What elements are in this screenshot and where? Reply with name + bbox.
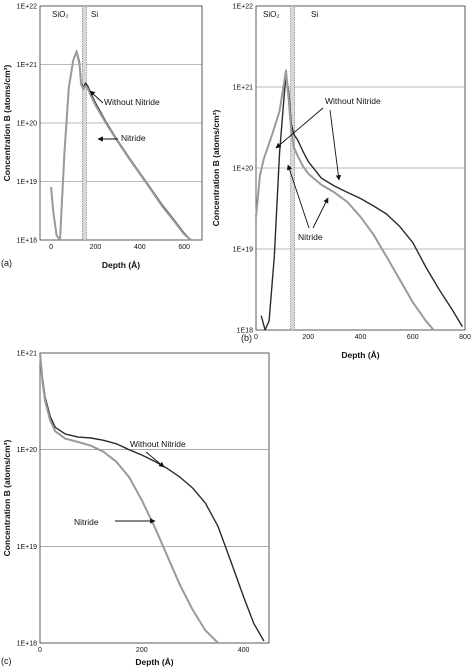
x-tick-label: 400 xyxy=(134,244,146,251)
annotation-nitride: Nitride xyxy=(298,232,323,242)
y-tick-label: 1E+22 xyxy=(233,4,254,11)
x-tick-label: 400 xyxy=(355,334,367,341)
x-tick-label: 200 xyxy=(90,244,102,251)
y-tick-label: 1E+20 xyxy=(233,166,254,173)
region-label-sio2: SiO₂ xyxy=(263,10,279,19)
y-tick-label: 1E+19 xyxy=(17,179,38,186)
y-tick-label: 1E+22 xyxy=(17,4,38,11)
y-axis-label: Concentration B (atoms/cm³) xyxy=(2,65,12,182)
annotation-arrow xyxy=(329,109,342,181)
annotation-without-nitride: Without Nitride xyxy=(130,439,186,449)
chart-panel-b: 1E18 1E+19 1E+20 1E+21 1E+22 0 200 400 600 800 Dep… xyxy=(211,4,471,361)
x-tick-label: 200 xyxy=(136,647,148,654)
y-tick-label: 1E18 xyxy=(237,328,253,335)
region-label-sio2: SiO₂ xyxy=(52,10,68,19)
x-tick-label: 0 xyxy=(49,244,53,251)
series-line-nitride xyxy=(39,352,219,644)
annotation-without-nitride: Without Nitride xyxy=(325,96,381,106)
x-tick-label: 0 xyxy=(254,334,258,341)
series-line-without-nitride xyxy=(39,352,265,642)
y-tick-label: 1E+20 xyxy=(17,447,38,454)
y-tick-label: 1E+19 xyxy=(233,247,254,254)
series-line-without-nitride xyxy=(260,74,463,331)
x-axis-label: Depth (Å) xyxy=(341,350,379,360)
interface-band xyxy=(290,5,295,331)
chart-panel-c: 1E+18 1E+19 1E+20 1E+21 0 200 400 Depth (Å) Conc… xyxy=(2,351,270,667)
y-tick-label: 1E+19 xyxy=(17,544,38,551)
annotation-nitride: Nitride xyxy=(74,517,99,527)
y-axis-label: Concentration B (atoms/cm³) xyxy=(2,440,12,557)
y-tick-label: 1E+20 xyxy=(17,121,38,128)
y-tick-label: 1E+21 xyxy=(17,351,38,358)
x-axis-label: Depth (Å) xyxy=(102,260,140,270)
annotation-without-nitride: Without Nitride xyxy=(104,97,160,107)
y-tick-label: 1E+18 xyxy=(17,641,38,648)
x-tick-label: 0 xyxy=(38,647,42,654)
x-tick-label: 800 xyxy=(459,334,471,341)
x-tick-label: 200 xyxy=(302,334,314,341)
panel-label-c: (c) xyxy=(1,656,12,666)
x-tick-label: 400 xyxy=(238,647,250,654)
annotation-arrow xyxy=(275,107,324,149)
annotation-arrow xyxy=(89,90,104,104)
x-axis-label: Depth (Å) xyxy=(135,657,173,667)
y-tick-label: 1E+18 xyxy=(17,238,38,245)
chart-panel-a: 1E+18 1E+19 1E+20 1E+21 1E+22 0 200 400 600 Depth… xyxy=(2,4,203,270)
annotation-arrow xyxy=(145,451,165,468)
series-line-nitride xyxy=(255,69,435,331)
annotation-arrow xyxy=(286,164,310,229)
y-axis-label: Concentration B (atoms/cm³) xyxy=(211,110,221,227)
annotation-nitride: Nitride xyxy=(121,133,146,143)
x-tick-label: 600 xyxy=(407,334,419,341)
region-label-si: Si xyxy=(91,10,98,19)
y-tick-label: 1E+21 xyxy=(233,85,254,92)
x-tick-label: 600 xyxy=(178,244,190,251)
panel-label-a: (a) xyxy=(1,258,12,268)
annotation-arrow xyxy=(312,197,329,229)
region-label-si: Si xyxy=(311,10,318,19)
plot-frame xyxy=(39,352,270,644)
series-line-nitride xyxy=(50,50,192,241)
interface-band xyxy=(82,5,87,241)
y-tick-label: 1E+21 xyxy=(17,62,38,69)
panel-label-b: (b) xyxy=(241,333,252,343)
